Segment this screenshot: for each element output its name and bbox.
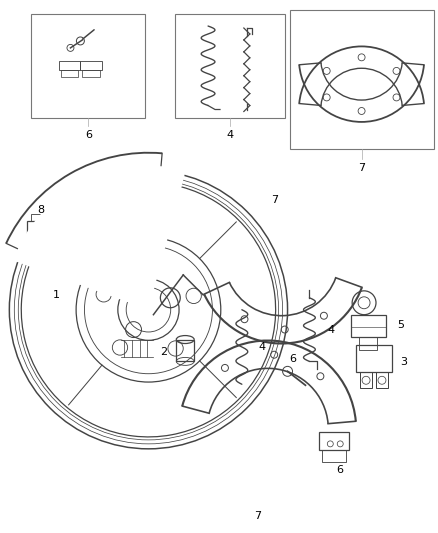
- Bar: [319, 432, 349, 450]
- Text: 7: 7: [271, 196, 278, 205]
- Bar: [359, 336, 377, 351]
- Text: 4: 4: [226, 130, 233, 140]
- Text: 6: 6: [289, 354, 296, 365]
- Wedge shape: [13, 166, 186, 310]
- Bar: [360, 373, 372, 388]
- Bar: [31, 14, 145, 118]
- Text: 7: 7: [254, 511, 261, 521]
- Bar: [31, 235, 49, 242]
- Bar: [81, 61, 102, 70]
- Bar: [290, 10, 434, 149]
- Text: 1: 1: [53, 290, 60, 300]
- Text: 4: 4: [328, 325, 335, 335]
- Bar: [59, 61, 81, 70]
- Bar: [27, 221, 53, 235]
- Bar: [175, 14, 285, 118]
- Text: 2: 2: [160, 348, 167, 358]
- Bar: [322, 450, 346, 462]
- Text: 6: 6: [337, 465, 344, 475]
- Text: 4: 4: [258, 342, 265, 352]
- Bar: [60, 70, 78, 77]
- Bar: [31, 214, 49, 221]
- Text: 5: 5: [397, 320, 404, 329]
- Text: 3: 3: [400, 358, 407, 367]
- Text: 6: 6: [85, 130, 92, 140]
- Text: 8: 8: [38, 205, 45, 215]
- Bar: [376, 373, 388, 388]
- Bar: [356, 344, 392, 373]
- Bar: [176, 340, 194, 361]
- Text: 7: 7: [358, 163, 365, 173]
- Bar: [351, 314, 386, 336]
- Bar: [82, 70, 100, 77]
